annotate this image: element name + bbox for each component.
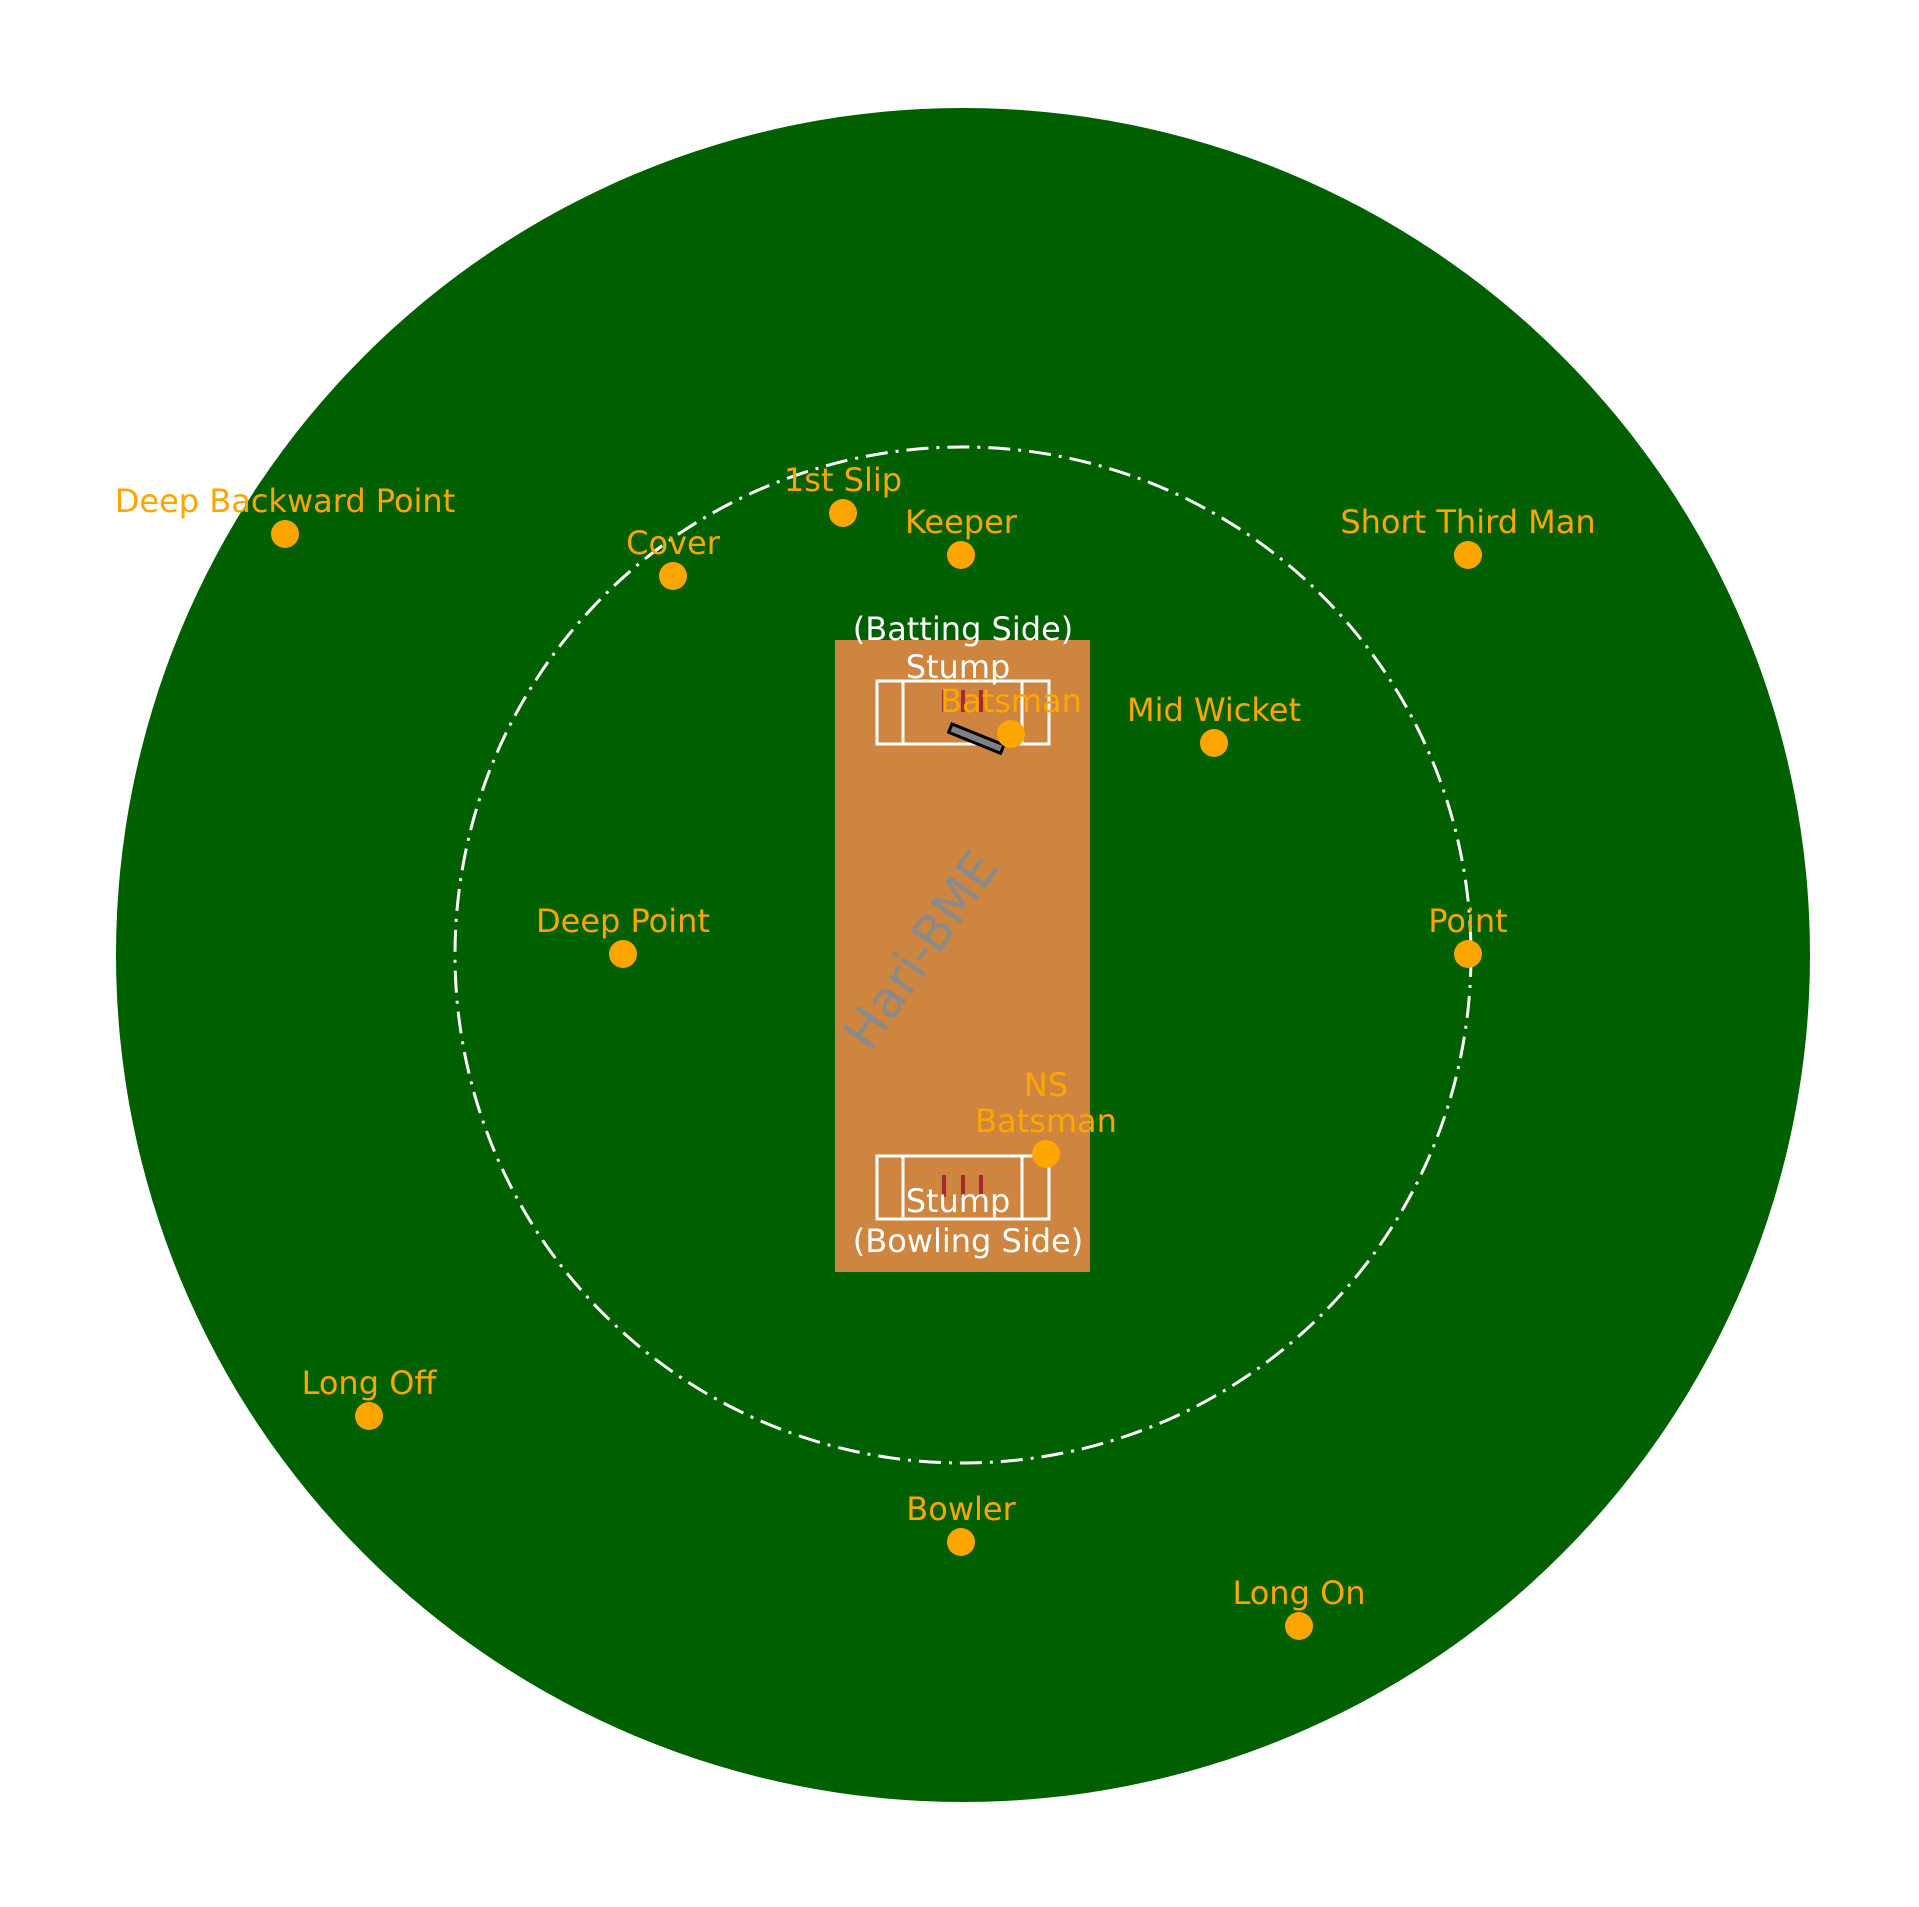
fielder-short-third-man: Short Third Man <box>1340 503 1596 569</box>
batting-stumps <box>942 690 983 712</box>
fielder-label: Long Off <box>302 1364 438 1402</box>
fielder-marker <box>947 1528 975 1556</box>
fielder-marker <box>609 940 637 968</box>
batting-stump-label: Stump <box>906 648 1011 686</box>
fielder-label: Point <box>1428 902 1507 940</box>
batting-side-label: (Batting Side) <box>853 610 1073 648</box>
fielder-marker <box>659 562 687 590</box>
fielder-mid-wicket: Mid Wicket <box>1127 691 1301 757</box>
fielder-bowler: Bowler <box>906 1490 1017 1556</box>
fielder-marker <box>947 541 975 569</box>
fielder-marker <box>829 499 857 527</box>
fielder-keeper: Keeper <box>905 503 1018 569</box>
bat-icon <box>946 722 1006 756</box>
fielder-label: Batsman <box>975 1102 1117 1140</box>
fielders-layer: Deep Backward Point 1st Slip Cover Keeper Sh… <box>115 461 1596 1640</box>
fielder-batsman: Batsman <box>940 682 1082 748</box>
bowling-crease <box>875 1154 1051 1221</box>
fielder-marker <box>1454 940 1482 968</box>
fielder-cover: Cover <box>626 524 721 590</box>
fielder-label: 1st Slip <box>784 461 902 499</box>
fielder-label: Short Third Man <box>1340 503 1595 541</box>
fielder-marker <box>1032 1140 1060 1168</box>
fielder-label: Batsman <box>940 682 1082 720</box>
fielder-label: Mid Wicket <box>1127 691 1301 729</box>
fielder-label: Deep Backward Point <box>115 482 456 520</box>
fielder-label: Bowler <box>906 1490 1016 1528</box>
fielder-marker <box>1285 1612 1313 1640</box>
fielder-label: Deep Point <box>536 902 710 940</box>
fielder-label: Long On <box>1232 1574 1365 1612</box>
fielder-long-off: Long Off <box>302 1364 438 1430</box>
fielder-marker <box>271 520 299 548</box>
fielder-deep-backward-point: Deep Backward Point <box>115 482 456 548</box>
fielder-long-on: Long On <box>1232 1574 1366 1640</box>
fielder-marker <box>997 720 1025 748</box>
fielder-point: Point <box>1428 902 1508 968</box>
fielder-label: NS <box>1024 1066 1068 1104</box>
bowling-stump-label: Stump <box>906 1182 1011 1220</box>
fielder-deep-point: Deep Point <box>536 902 710 968</box>
fielder-label: Keeper <box>905 503 1018 541</box>
fielder-marker <box>1200 729 1228 757</box>
fielder-marker <box>355 1402 383 1430</box>
fielder-marker <box>1454 541 1482 569</box>
fielder-label: Cover <box>626 524 721 562</box>
bowling-stumps <box>942 1175 983 1197</box>
fielder-1st-slip: 1st Slip <box>784 461 902 527</box>
bowling-side-label: (Bowling Side) <box>853 1222 1083 1260</box>
